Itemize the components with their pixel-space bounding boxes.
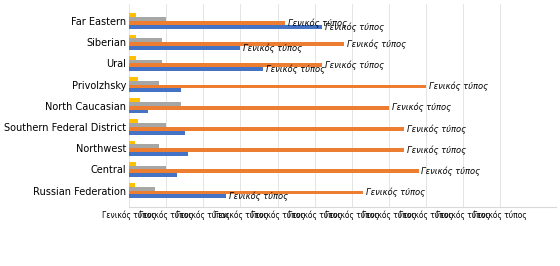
Bar	[129, 63, 322, 67]
Bar	[129, 21, 285, 25]
Bar	[129, 173, 178, 177]
Bar	[129, 67, 263, 71]
Bar	[129, 131, 185, 135]
Bar	[129, 169, 418, 173]
Text: Γενικός τύπος: Γενικός τύπος	[422, 167, 480, 176]
Bar	[129, 38, 162, 42]
Bar	[129, 56, 137, 60]
Text: Γενικός τύπος: Γενικός τύπος	[228, 192, 287, 201]
Bar	[129, 183, 134, 187]
Bar	[129, 144, 158, 148]
Bar	[129, 42, 344, 46]
Text: Γενικός τύπος: Γενικός τύπος	[366, 188, 425, 197]
Text: Γενικός τύπος: Γενικός τύπος	[325, 61, 384, 70]
Text: Γενικός τύπος: Γενικός τύπος	[407, 146, 466, 155]
Bar	[129, 46, 240, 50]
Bar	[129, 194, 226, 198]
Text: Γενικός τύπος: Γενικός τύπος	[347, 39, 406, 49]
Bar	[129, 77, 138, 81]
Bar	[129, 81, 158, 85]
Text: Γενικός τύπος: Γενικός τύπος	[288, 18, 347, 28]
Text: Γενικός τύπος: Γενικός τύπος	[325, 22, 384, 31]
Bar	[129, 127, 404, 131]
Bar	[129, 85, 426, 88]
Bar	[129, 152, 189, 156]
Bar	[129, 98, 140, 102]
Bar	[129, 13, 137, 17]
Bar	[129, 187, 155, 191]
Bar	[129, 148, 404, 152]
Text: Γενικός τύπος: Γενικός τύπος	[392, 103, 451, 113]
Text: Γενικός τύπος: Γενικός τύπος	[429, 82, 488, 91]
Bar	[129, 119, 138, 123]
Bar	[129, 141, 134, 144]
Bar	[129, 162, 137, 166]
Bar	[129, 17, 166, 21]
Text: Γενικός τύπος: Γενικός τύπος	[244, 43, 302, 53]
Bar	[129, 60, 162, 63]
Text: Γενικός τύπος: Γενικός τύπος	[407, 124, 466, 134]
Bar	[129, 88, 181, 92]
Bar	[129, 166, 166, 169]
Bar	[129, 35, 137, 38]
Bar	[129, 191, 363, 194]
Bar	[129, 106, 389, 110]
Bar	[129, 25, 322, 29]
Text: Γενικός τύπος: Γενικός τύπος	[265, 64, 325, 74]
Bar	[129, 102, 181, 106]
Bar	[129, 110, 148, 114]
Bar	[129, 123, 166, 127]
